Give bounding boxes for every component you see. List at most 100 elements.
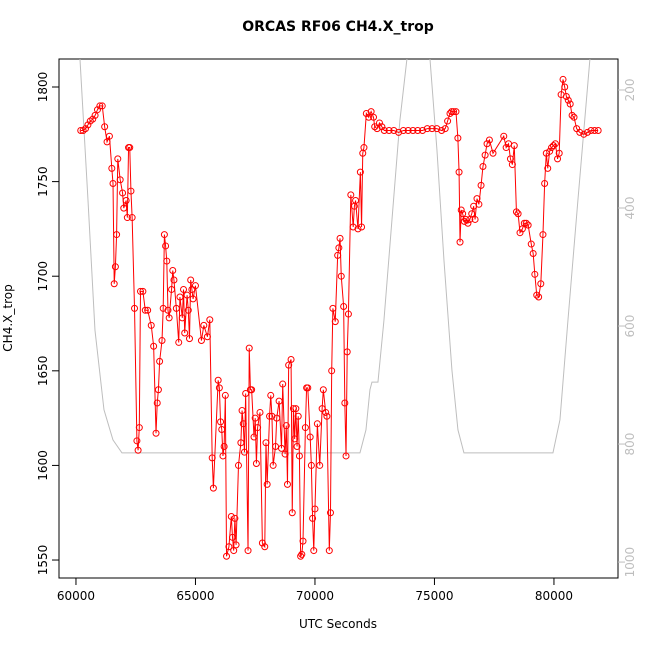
data-point bbox=[337, 272, 345, 280]
data-point bbox=[154, 386, 162, 394]
data-point bbox=[135, 424, 143, 432]
data-point bbox=[133, 437, 141, 445]
data-point bbox=[529, 250, 537, 258]
data-point bbox=[297, 552, 305, 560]
data-point bbox=[184, 306, 192, 314]
data-point bbox=[485, 136, 493, 144]
data-point bbox=[365, 113, 373, 121]
x-tick-label: 65000 bbox=[176, 589, 214, 603]
data-point bbox=[178, 314, 186, 322]
data-point bbox=[438, 127, 446, 135]
data-point bbox=[459, 210, 467, 218]
data-point bbox=[583, 128, 591, 136]
data-point bbox=[215, 384, 223, 392]
data-point bbox=[91, 111, 99, 119]
data-point bbox=[433, 125, 441, 133]
x-tick-label: 60000 bbox=[57, 589, 95, 603]
data-point bbox=[293, 442, 301, 450]
data-point bbox=[468, 210, 476, 218]
y2-tick-label: 400 bbox=[623, 197, 637, 220]
data-point bbox=[455, 168, 463, 176]
data-point bbox=[380, 127, 388, 135]
data-point bbox=[307, 461, 315, 469]
x-tick-label: 80000 bbox=[535, 589, 573, 603]
data-point bbox=[576, 128, 584, 136]
data-point bbox=[114, 155, 122, 163]
data-point bbox=[531, 270, 539, 278]
data-point bbox=[208, 454, 216, 462]
data-point bbox=[168, 285, 176, 293]
x-tick-label: 75000 bbox=[415, 589, 453, 603]
data-point bbox=[127, 187, 135, 195]
y-tick-label: 1650 bbox=[36, 356, 50, 387]
data-point bbox=[175, 338, 183, 346]
data-point bbox=[292, 405, 300, 413]
data-point bbox=[263, 480, 271, 488]
data-point bbox=[514, 210, 522, 218]
data-point bbox=[172, 304, 180, 312]
data-point bbox=[245, 344, 253, 352]
data-point bbox=[347, 191, 355, 199]
data-point bbox=[220, 442, 228, 450]
data-point bbox=[282, 422, 290, 430]
data-point bbox=[570, 113, 578, 121]
data-point bbox=[452, 108, 460, 116]
data-point bbox=[566, 100, 574, 108]
data-point bbox=[275, 397, 283, 405]
data-point bbox=[555, 149, 563, 157]
data-point bbox=[441, 125, 449, 133]
data-point bbox=[342, 452, 350, 460]
data-point bbox=[239, 420, 247, 428]
data-point bbox=[144, 306, 152, 314]
data-point bbox=[109, 179, 117, 187]
data-point bbox=[225, 543, 233, 551]
data-point bbox=[152, 429, 160, 437]
data-point bbox=[524, 221, 532, 229]
data-point bbox=[176, 293, 184, 301]
y-axis-label: CH4.X_trop bbox=[1, 284, 15, 351]
data-point bbox=[539, 231, 547, 239]
data-point bbox=[294, 412, 302, 420]
data-point bbox=[287, 355, 295, 363]
data-point bbox=[477, 181, 485, 189]
data-point bbox=[181, 329, 189, 337]
data-point bbox=[242, 390, 250, 398]
y2-tick-label: 600 bbox=[623, 315, 637, 338]
data-point bbox=[311, 505, 319, 513]
y2-tick-label: 200 bbox=[623, 79, 637, 102]
data-point bbox=[298, 550, 306, 558]
data-point bbox=[232, 541, 240, 549]
data-point bbox=[203, 333, 211, 341]
data-point bbox=[288, 509, 296, 517]
data-point bbox=[218, 425, 226, 433]
data-point bbox=[126, 144, 134, 152]
data-point bbox=[322, 408, 330, 416]
data-point bbox=[313, 420, 321, 428]
data-point bbox=[568, 111, 576, 119]
data-point bbox=[336, 234, 344, 242]
data-point bbox=[541, 179, 549, 187]
data-point bbox=[191, 282, 199, 290]
data-point bbox=[160, 231, 168, 239]
data-point bbox=[131, 304, 139, 312]
data-point bbox=[237, 439, 245, 447]
data-point bbox=[162, 242, 170, 250]
data-point bbox=[258, 539, 266, 547]
data-point bbox=[134, 446, 142, 454]
data-point bbox=[283, 480, 291, 488]
data-point bbox=[254, 424, 262, 432]
data-point bbox=[122, 197, 130, 205]
data-point bbox=[399, 127, 407, 135]
data-point bbox=[462, 215, 470, 223]
y-tick-label: 1550 bbox=[36, 545, 50, 576]
data-point bbox=[316, 461, 324, 469]
data-point bbox=[323, 412, 331, 420]
data-point bbox=[414, 127, 422, 135]
x-axis-label: UTC Seconds bbox=[299, 617, 377, 631]
data-point bbox=[266, 412, 274, 420]
data-point bbox=[516, 229, 524, 237]
data-point bbox=[268, 412, 276, 420]
data-point bbox=[358, 223, 366, 231]
data-point bbox=[340, 302, 348, 310]
data-point bbox=[481, 151, 489, 159]
